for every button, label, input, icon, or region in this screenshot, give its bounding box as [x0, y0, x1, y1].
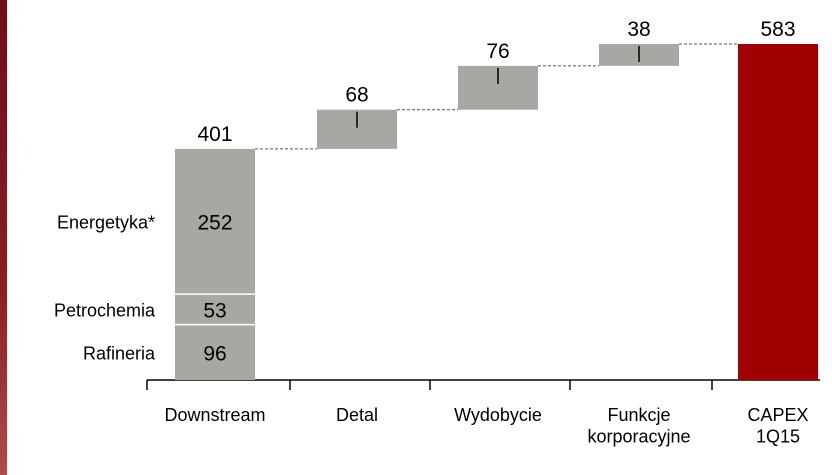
segment-label: 53 [203, 299, 226, 322]
segment-name: Rafineria [83, 343, 156, 363]
segment-name: Energetyka* [57, 213, 155, 233]
bar-segment [175, 148, 255, 295]
bar-segment [175, 294, 255, 325]
segment-label: 96 [203, 342, 226, 365]
value-label: 583 [760, 18, 795, 41]
x-tick-label: Wydobycie [454, 405, 542, 425]
x-tick-label: Downstream [164, 405, 265, 425]
x-tick-label: Funkcje korporacyjne [587, 405, 690, 447]
segment-label: 252 [197, 212, 232, 235]
x-tick-label: CAPEX 1Q15 [747, 405, 808, 447]
bar [738, 44, 818, 380]
segment-name: Petrochemia [54, 300, 156, 320]
value-label: 76 [486, 40, 509, 63]
x-tick-label: Detal [336, 405, 378, 425]
side-strip [0, 0, 7, 475]
bar-segment [175, 324, 255, 380]
value-label: 68 [345, 84, 368, 107]
value-label: 401 [197, 123, 232, 146]
value-label: 38 [627, 18, 650, 41]
